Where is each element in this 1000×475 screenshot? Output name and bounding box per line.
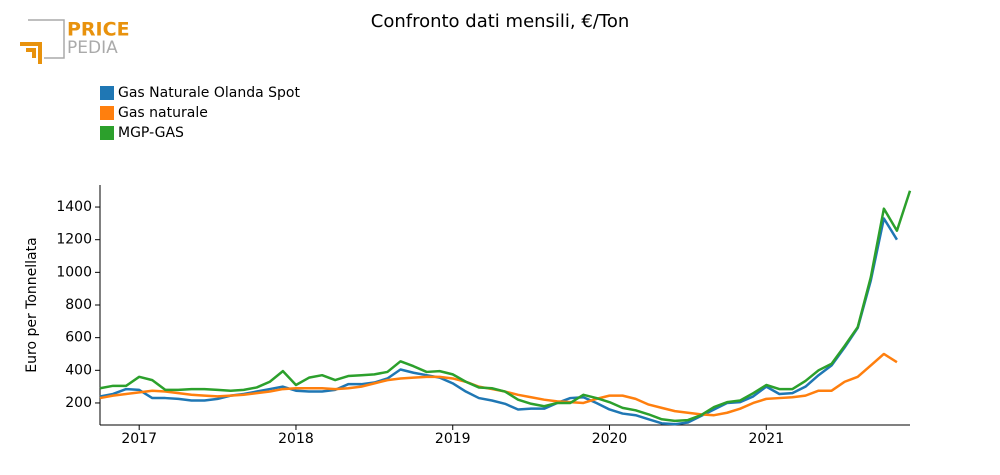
y-tick-label: 800 bbox=[65, 297, 92, 313]
logo-top: PRICE bbox=[67, 19, 130, 41]
legend-swatch bbox=[100, 126, 114, 140]
logo-frame bbox=[28, 19, 65, 59]
x-tick-label: 2020 bbox=[592, 431, 628, 447]
y-tick-label: 600 bbox=[65, 330, 92, 346]
legend-label: Gas Naturale Olanda Spot bbox=[118, 85, 300, 101]
y-tick-label: 1000 bbox=[56, 264, 92, 280]
y-tick-label: 200 bbox=[65, 395, 92, 411]
x-tick-label: 2018 bbox=[278, 431, 314, 447]
data-line bbox=[99, 352, 898, 417]
y-tick-label: 400 bbox=[65, 362, 92, 378]
logo: PRICE PEDIA bbox=[20, 19, 130, 64]
y-tick-label: 1200 bbox=[56, 232, 92, 248]
data-line bbox=[99, 190, 912, 423]
legend-label: MGP-GAS bbox=[118, 125, 184, 141]
logo-bottom: PEDIA bbox=[67, 38, 118, 58]
x-tick-label: 2017 bbox=[121, 431, 157, 447]
logo-mark bbox=[20, 42, 42, 64]
y-tick-label: 1400 bbox=[56, 199, 92, 215]
x-tick-label: 2019 bbox=[435, 431, 471, 447]
chart-title: Confronto dati mensili, €/Ton bbox=[371, 11, 630, 32]
x-tick-label: 2021 bbox=[748, 431, 784, 447]
data-line bbox=[99, 217, 898, 426]
legend-swatch bbox=[100, 106, 114, 120]
y-axis-label: Euro per Tonnellata bbox=[24, 237, 40, 372]
legend-swatch bbox=[100, 86, 114, 100]
legend-label: Gas naturale bbox=[118, 105, 208, 121]
